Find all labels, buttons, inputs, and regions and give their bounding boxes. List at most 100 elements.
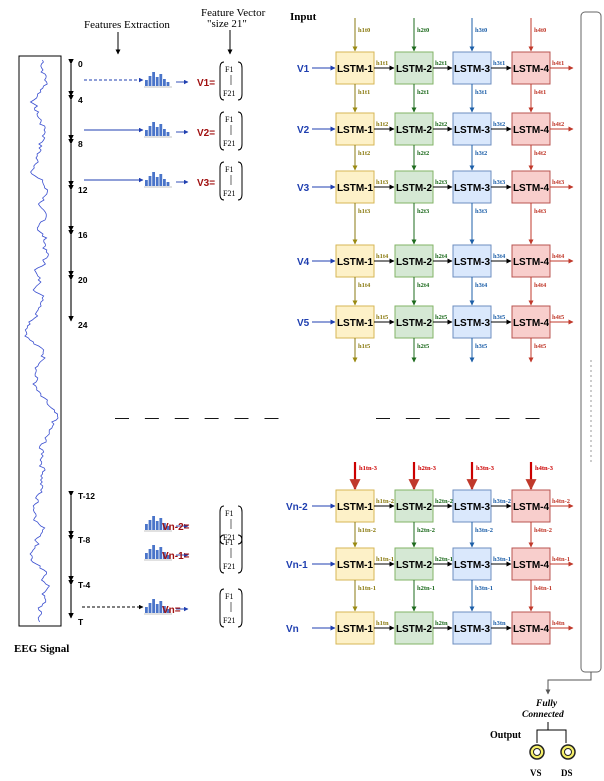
input-label: Vn-1 [286, 560, 308, 571]
output-node-vs-inner [533, 748, 541, 756]
histogram-bar [152, 545, 155, 559]
lstm-grid: h1t0 h2t0 h3t0 h4t0 h1tn-3 h2tn-3 h3tn-3 h4tn-3… [286, 18, 600, 645]
output-label: Output [490, 730, 522, 741]
histogram-bar [155, 550, 159, 559]
vector-bracket-left [219, 111, 225, 151]
hidden-state-label: h4t2 [552, 121, 564, 128]
hidden-state-label: h1tn-2 [376, 498, 394, 505]
histogram-bar [152, 122, 155, 136]
histogram-bar [145, 180, 148, 186]
hidden-state-label: h3t1 [493, 60, 505, 67]
vector-f21: F21 [223, 89, 235, 98]
hidden-state-label: h4tn-3 [535, 465, 554, 472]
lstm-cell-label: LSTM-3 [454, 560, 491, 571]
eeg-tick-label: T-8 [78, 535, 91, 545]
lstm-cell [335, 547, 375, 581]
eeg-tick-label: 24 [78, 320, 88, 330]
hidden-state-label: h4t4 [534, 282, 547, 289]
fully-connected-line2: Connected [522, 710, 564, 720]
vector-f1: F1 [225, 538, 233, 547]
lstm-cell [452, 170, 492, 204]
eeg-panel: EEG Signal [14, 55, 69, 655]
lstm-cell-label: LSTM-1 [337, 125, 374, 136]
lstm-cell-label: LSTM-2 [396, 318, 433, 329]
vector-bracket-right [237, 61, 243, 101]
vector-bracket-left [219, 534, 225, 574]
eeg-tick-label: T-4 [78, 580, 91, 590]
hidden-state-label: h3tn-2 [475, 527, 493, 534]
eeg-tick-label: 8 [78, 139, 83, 149]
lstm-cell [511, 611, 551, 645]
lstm-cell-label: LSTM-2 [396, 125, 433, 136]
hidden-state-label: h2tn [435, 620, 448, 627]
lstm-cell-label: LSTM-4 [513, 624, 550, 635]
hidden-state-label: h4t5 [534, 343, 547, 350]
hidden-state-label: h4tn-2 [534, 527, 552, 534]
hidden-state-label: h3tn-3 [476, 465, 495, 472]
eeg-tick-label: 12 [78, 185, 88, 195]
hidden-state-label: h1t2 [376, 121, 388, 128]
lstm-cell-label: LSTM-2 [396, 183, 433, 194]
eeg-label: EEG Signal [14, 643, 69, 655]
lstm-cell [335, 170, 375, 204]
lstm-cell-label: LSTM-2 [396, 560, 433, 571]
vector-f1: F1 [225, 165, 233, 174]
hidden-state-label: h2tn-1 [417, 585, 435, 592]
hidden-state-label: h1tn-2 [358, 527, 376, 534]
histogram-bar [159, 547, 163, 559]
hidden-state-label: h1t5 [376, 314, 389, 321]
feature-vector-size: "size 21" [207, 18, 247, 30]
eeg-tick-label: 4 [78, 95, 83, 105]
vector-bracket-left [219, 161, 225, 201]
hidden-state-label: h2t3 [435, 179, 448, 186]
lstm-cell [452, 489, 492, 523]
lstm-cell-label: LSTM-4 [513, 257, 550, 268]
output-class-ds: DS [561, 768, 573, 778]
histogram-bar [166, 132, 170, 136]
hidden-state-label: h3t0 [475, 27, 487, 34]
hidden-state-label: h2tn-3 [418, 465, 437, 472]
feature-vector-name: V2= [197, 128, 215, 139]
input-label: Vn-2 [286, 502, 308, 513]
hidden-state-label: h1t1 [376, 60, 388, 67]
hidden-state-label: h3t3 [475, 208, 488, 215]
lstm-cell [511, 51, 551, 85]
histogram-bar [159, 518, 163, 530]
lstm-cell [394, 547, 434, 581]
lstm-cell-label: LSTM-1 [337, 318, 374, 329]
histogram-bar [163, 129, 166, 136]
lstm-cell [335, 244, 375, 278]
histogram-bar [163, 606, 166, 613]
lstm-cell-label: LSTM-3 [454, 183, 491, 194]
histogram-bar [148, 176, 152, 186]
histogram-bar [155, 604, 159, 613]
hidden-state-label: h4t3 [534, 208, 547, 215]
vector-f21: F21 [223, 616, 235, 625]
vector-bracket-right [237, 505, 243, 545]
histogram-bar [145, 524, 148, 530]
feature-vector-group: V1=F1F21V2=F1F21V3=F1F21Vn-2=F1F21Vn-1=F… [82, 61, 243, 628]
input-label: Input [290, 11, 317, 23]
histogram-bar [166, 82, 170, 86]
hidden-state-label: h4t5 [552, 314, 565, 321]
input-label: V4 [297, 257, 310, 268]
vector-f21: F21 [223, 562, 235, 571]
hidden-state-label: h3t1 [475, 89, 487, 96]
vector-f21: F21 [223, 533, 235, 542]
hidden-state-label: h3t2 [493, 121, 505, 128]
histogram-bar [152, 516, 155, 530]
hidden-state-label: h4tn-2 [552, 498, 570, 505]
histogram-bar [163, 552, 166, 559]
histogram-bar [159, 174, 163, 186]
hidden-state-label: h3tn-1 [475, 585, 493, 592]
hidden-state-label: h1tn-1 [358, 585, 376, 592]
histogram-bar [155, 521, 159, 530]
histogram-bar [148, 520, 152, 530]
lstm-cell-label: LSTM-3 [454, 257, 491, 268]
output-section: Fully Connected Output VS DS [490, 672, 592, 778]
hidden-state-label: h2t3 [417, 208, 430, 215]
hidden-state-label: h1t4 [376, 253, 389, 260]
vector-bracket-left [219, 588, 225, 628]
lstm-cell-label: LSTM-4 [513, 125, 550, 136]
histogram-bar [152, 72, 155, 86]
